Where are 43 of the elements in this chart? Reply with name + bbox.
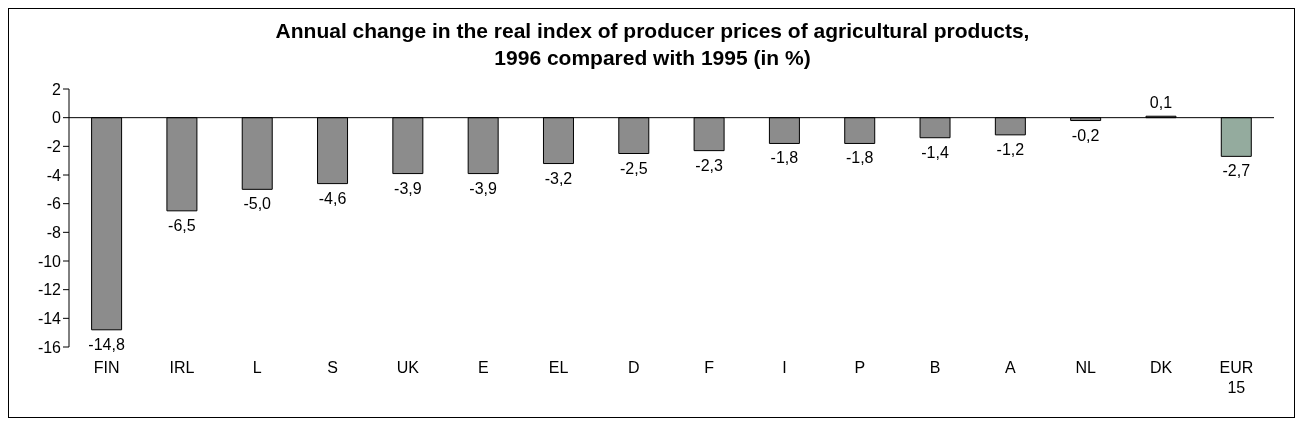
data-label: -2,3 — [695, 156, 723, 174]
x-tick-label: L — [252, 359, 262, 376]
data-label: -1,2 — [996, 140, 1025, 158]
x-tick-label: NL — [1075, 359, 1097, 376]
y-tick-label: -8 — [46, 224, 62, 242]
y-tick-label: -2 — [46, 138, 62, 156]
x-tick-label: P — [854, 359, 866, 376]
data-label: -3,9 — [469, 179, 498, 197]
y-tick-label: -4 — [46, 166, 62, 184]
x-tick-label: FIN — [93, 359, 120, 376]
x-tick-label: UK — [396, 359, 420, 376]
x-tick-label: EUR 15 — [1219, 359, 1254, 396]
y-tick-label: -14 — [37, 310, 62, 328]
y-tick-label: 2 — [52, 80, 62, 98]
y-tick-label: -6 — [46, 195, 62, 213]
data-label: -14,8 — [88, 335, 125, 353]
data-label: -2,5 — [619, 159, 648, 177]
x-tick-label: B — [929, 359, 941, 376]
x-tick-label: EL — [548, 359, 569, 376]
x-tick-label: E — [477, 359, 489, 376]
x-tick-label: I — [782, 359, 787, 376]
data-label: -4,6 — [318, 189, 347, 207]
x-tick-label: S — [327, 359, 338, 376]
data-label: -3,2 — [544, 169, 573, 187]
x-tick-label: D — [628, 359, 640, 376]
data-label: -3,9 — [394, 179, 422, 197]
data-label: 0,1 — [1149, 94, 1173, 112]
y-tick-label: -16 — [37, 338, 62, 356]
data-label: -1,8 — [845, 149, 874, 167]
x-tick-label: A — [1005, 359, 1017, 376]
data-label: -6,5 — [168, 216, 196, 234]
y-tick-label: -10 — [37, 252, 62, 270]
x-tick-label: DK — [1149, 359, 1173, 376]
data-label: -2,7 — [1222, 162, 1251, 180]
x-tick-label: IRL — [169, 359, 195, 376]
y-tick-label: 0 — [52, 109, 62, 127]
data-label: -1,4 — [921, 143, 949, 161]
data-label: -5,0 — [243, 195, 272, 213]
data-label: -1,8 — [770, 149, 799, 167]
chart-title: Annual change in the real index of producer prices of agricultural products, 1996 compared with 1995 (in %) — [274, 18, 1031, 71]
y-tick-label: -12 — [37, 281, 62, 299]
data-label: -0,2 — [1071, 126, 1100, 144]
x-tick-label: F — [704, 359, 715, 376]
